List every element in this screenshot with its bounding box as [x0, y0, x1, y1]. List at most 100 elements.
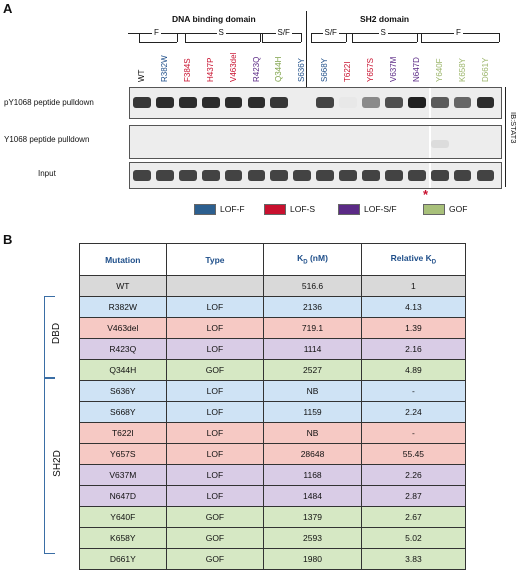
subdomain-label: F [152, 28, 161, 37]
subdomain-label: S/F [275, 28, 292, 37]
table-row: S668Y LOF 1159 2.24 [79, 401, 467, 423]
subdomain-tick [499, 33, 500, 42]
lane-label: Y640F [434, 58, 444, 82]
blot-band [339, 97, 357, 108]
cell-kd: 1484 [263, 485, 362, 507]
blot-band [430, 97, 449, 108]
ib-bracket [505, 87, 506, 187]
table-row: K658Y GOF 2593 5.02 [79, 527, 467, 549]
cell-mutation: R382W [79, 296, 167, 318]
subdomain-label: S [378, 28, 388, 37]
subdomain-bar [421, 42, 499, 43]
lane-label: Q344H [274, 56, 284, 82]
subdomain-tick [421, 33, 422, 42]
domain-bar-dna [128, 33, 301, 34]
lane-label: K658Y [457, 57, 467, 82]
subdomain-bar [311, 42, 346, 43]
table-row: R382W LOF 2136 4.13 [79, 296, 467, 318]
lane-label: S668Y [320, 57, 330, 82]
header-kd: KD (nM) [263, 243, 362, 276]
legend-label: LOF-F [220, 204, 245, 214]
table-row: T622I LOF NB - [79, 422, 467, 444]
legend-label: LOF-S [290, 204, 316, 214]
lane-label: H437P [205, 57, 215, 82]
asterisk-marker: * [423, 187, 429, 202]
blot-divider [428, 163, 431, 188]
legend-label: GOF [449, 204, 468, 214]
subdomain-bar [262, 42, 301, 43]
subdomain-tick [352, 33, 353, 42]
cell-mutation: D661Y [79, 548, 167, 570]
lane-label: V463del [228, 52, 238, 82]
blot-py1068 [129, 87, 502, 119]
table-row: Y640F GOF 1379 2.67 [79, 506, 467, 528]
subdomain-bar [352, 42, 417, 43]
blot-band [133, 170, 151, 181]
cell-type: LOF [165, 401, 265, 423]
blot-band [178, 170, 197, 181]
cell-mutation: T622I [79, 422, 167, 444]
cell-kd: 1168 [263, 464, 362, 486]
table-row: R423Q LOF 1114 2.16 [79, 338, 467, 360]
header-relative-kd: Relative KD [360, 243, 467, 276]
blot-band [293, 170, 312, 181]
subdomain-bar [185, 42, 260, 43]
header-mutation: Mutation [79, 243, 167, 276]
domain-separator [306, 11, 307, 91]
blot-band [453, 97, 472, 108]
sh2-domain-title: SH2 domain [360, 14, 410, 24]
table-row: WT 516.6 1 [79, 275, 467, 297]
cell-kd: NB [263, 422, 362, 444]
cell-rel: 55.45 [360, 443, 467, 465]
cell-mutation: V637M [79, 464, 167, 486]
subdomain-tick [262, 33, 263, 42]
lane-label: S636Y [297, 57, 307, 82]
cell-type: GOF [165, 548, 265, 570]
legend-swatch [264, 204, 286, 215]
subdomain-tick [185, 33, 186, 42]
subdomain-label: S/F [322, 28, 339, 37]
cell-rel: 4.13 [360, 296, 467, 318]
blot-band [224, 97, 243, 108]
blot-band [430, 170, 449, 181]
blot-band [247, 170, 266, 181]
blot-input [129, 162, 502, 189]
group-label-dbd: DBD [51, 322, 63, 345]
blot-band [270, 97, 289, 108]
subdomain-tick [177, 33, 178, 42]
lane-label: WT [137, 69, 146, 82]
cell-mutation: S668Y [79, 401, 167, 423]
cell-rel: 2.26 [360, 464, 467, 486]
cell-type [165, 275, 265, 297]
cell-rel: 2.67 [360, 506, 467, 528]
subdomain-label: S [216, 28, 226, 37]
cell-rel: 2.16 [360, 338, 467, 360]
cell-type: LOF [165, 317, 265, 339]
blot-band [201, 97, 220, 108]
domain-bar-sh2 [311, 33, 499, 34]
blot-band [339, 170, 357, 181]
blot-band [155, 170, 174, 181]
blot-band [224, 170, 243, 181]
cell-kd: 719.1 [263, 317, 362, 339]
blot-divider [428, 88, 431, 118]
table-row: Y657S LOF 28648 55.45 [79, 443, 467, 465]
subdomain-tick [139, 33, 140, 42]
subdomain-label: F [454, 28, 463, 37]
subdomain-tick [346, 33, 347, 42]
blot-band [476, 170, 495, 181]
cell-type: LOF [165, 338, 265, 360]
blot-band [407, 97, 426, 108]
blot-band [316, 97, 335, 108]
blot-band [362, 170, 380, 181]
cell-kd: 28648 [263, 443, 362, 465]
blot-divider [428, 126, 431, 158]
table-row: Q344H GOF 2527 4.89 [79, 359, 467, 381]
cell-rel: - [360, 422, 467, 444]
table-row: D661Y GOF 1980 3.83 [79, 548, 467, 570]
cell-type: LOF [165, 485, 265, 507]
blot-band [407, 170, 426, 181]
cell-kd: 1159 [263, 401, 362, 423]
lane-label: R423Q [251, 56, 261, 82]
blot-band [453, 170, 472, 181]
